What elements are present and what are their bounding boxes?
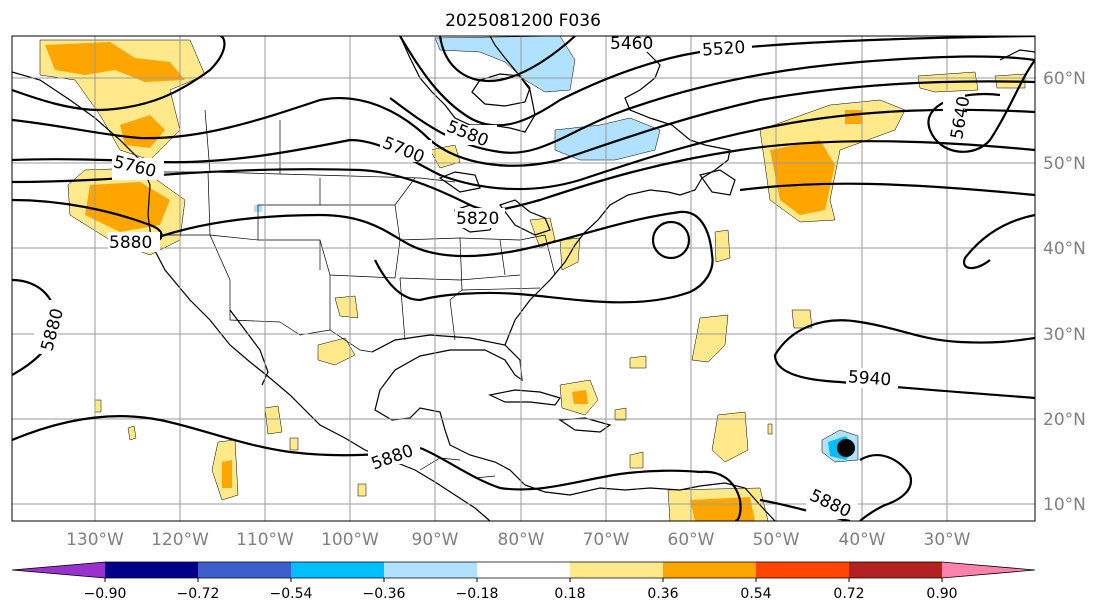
longitude-labels: 130°W 120°W 110°W 100°W 90°W 80°W 70°W 6… [66,530,971,550]
lon-label: 40°W [839,530,886,550]
colorbar-ticks: −0.90 −0.72 −0.54 −0.36 −0.18 0.18 0.36 0.54 0.7… [84,578,958,602]
low-pressure-marker [837,439,855,457]
lon-label: 50°W [753,530,800,550]
colorbar-segment [756,562,849,578]
lon-label: 80°W [498,530,545,550]
lat-label: 60°N [1043,69,1086,89]
colorbar-segment [849,562,942,578]
lon-label: 30°W [924,530,971,550]
colorbar-segment [291,562,384,578]
contour-label: 5460 [610,34,653,54]
lat-label: 10°N [1043,495,1086,515]
colorbar-tick-label: −0.90 [84,586,127,602]
colorbar-tick-label: 0.72 [833,586,864,602]
lon-label: 100°W [321,530,379,550]
lat-label: 50°N [1043,154,1086,174]
colorbar [11,561,1036,579]
colorbar-tick-label: −0.36 [363,586,406,602]
colorbar-tick-label: 0.18 [554,586,585,602]
colorbar-segment [12,562,105,578]
colorbar-segment [384,562,477,578]
lon-label: 120°W [151,530,209,550]
contour-label: 5880 [109,233,152,253]
colorbar-tick-label: −0.54 [270,586,313,602]
colorbar-tick-label: −0.72 [177,586,220,602]
lat-label: 40°N [1043,239,1086,259]
colorbar-segment [570,562,663,578]
lat-label: 20°N [1043,410,1086,430]
lat-label: 30°N [1043,325,1086,345]
colorbar-tick-label: 0.36 [647,586,678,602]
colorbar-tick-label: 0.90 [926,586,957,602]
colorbar-segment [198,562,291,578]
colorbar-tick-label: 0.54 [740,586,771,602]
lon-label: 90°W [412,530,459,550]
lon-label: 110°W [236,530,294,550]
positive-anomaly-shading [39,39,1026,521]
contour-label: 5520 [701,38,746,61]
colorbar-segment [942,562,1035,578]
map-area: 5460 5520 5580 5640 5700 5760 5820 5880 … [12,34,1035,521]
lon-label: 70°W [583,530,630,550]
lon-label: 130°W [66,530,124,550]
contour-label: 5820 [456,209,499,229]
latitude-labels: 60°N 50°N 40°N 30°N 20°N 10°N [1043,69,1086,515]
colorbar-segment [663,562,756,578]
lon-label: 60°W [668,530,715,550]
map-frame [11,35,1036,522]
colorbar-tick-label: −0.18 [456,586,499,602]
colorbar-segment [105,562,198,578]
map-title: 2025081200 F036 [445,11,601,31]
colorbar-segment [477,562,570,578]
contour-label: 5940 [847,367,892,390]
